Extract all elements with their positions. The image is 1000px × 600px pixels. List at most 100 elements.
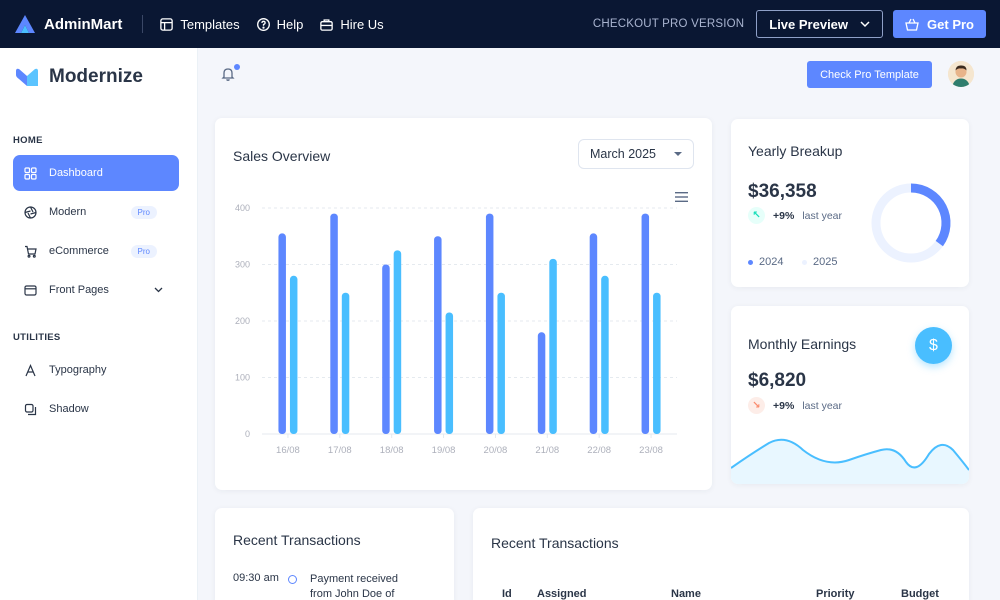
chart-bar[interactable] xyxy=(393,250,402,434)
table-header-priority: Priority xyxy=(816,588,855,600)
chart-bar[interactable] xyxy=(653,292,661,434)
arrow-up-left-icon: ↖ xyxy=(748,207,765,224)
x-tick-label: 19/08 xyxy=(432,445,456,456)
pro-badge: Pro xyxy=(130,244,157,258)
briefcase-icon xyxy=(320,18,334,31)
sidebar-item-label: Modern xyxy=(49,206,87,218)
y-tick-label: 300 xyxy=(235,260,250,270)
shopping-cart-icon xyxy=(23,244,37,258)
bell-icon[interactable] xyxy=(220,66,236,82)
table-header-budget: Budget xyxy=(901,588,939,600)
chart-bar[interactable] xyxy=(485,213,494,434)
monthly-earnings-card: Monthly Earnings $ $6,820 ↘ +9% last yea… xyxy=(731,306,969,484)
adminmart-brand-text: AdminMart xyxy=(44,15,123,33)
chart-bar[interactable] xyxy=(278,233,286,434)
chevron-down-icon xyxy=(860,20,870,27)
adminmart-logo[interactable]: AdminMart xyxy=(14,14,122,34)
chart-bar[interactable] xyxy=(445,312,454,434)
get-pro-button[interactable]: Get Pro xyxy=(893,10,986,38)
utilities-caption: UTILITIES xyxy=(13,332,61,343)
check-pro-template-button[interactable]: Check Pro Template xyxy=(807,61,932,88)
month-select[interactable]: March 2025 xyxy=(578,139,694,169)
modernize-logo[interactable]: Modernize xyxy=(14,66,143,88)
sidebar-item-shadow[interactable]: Shadow xyxy=(13,391,179,427)
basket-icon xyxy=(905,18,919,31)
sidebar-item-front-pages[interactable]: Front Pages xyxy=(13,272,179,308)
chart-bar[interactable] xyxy=(330,213,338,434)
copy-icon xyxy=(23,402,37,416)
chart-bar[interactable] xyxy=(289,275,298,434)
chart-bar[interactable] xyxy=(641,213,650,434)
recent-transactions-title: Recent Transactions xyxy=(491,535,619,551)
legend-dot xyxy=(748,259,753,265)
legend-dot xyxy=(802,259,807,265)
x-tick-label: 22/08 xyxy=(587,445,611,456)
legend-label: 2024 xyxy=(759,256,784,268)
sidebar-item-label: eCommerce xyxy=(49,245,109,257)
yearly-breakup-card: Yearly Breakup $36,358 ↖ +9% last year 2… xyxy=(731,119,969,287)
timeline-dot xyxy=(288,575,297,584)
sidebar-item-ecommerce[interactable]: eCommerce Pro xyxy=(13,233,179,269)
monthly-percent-label: last year xyxy=(802,399,842,412)
chart-bar[interactable] xyxy=(434,236,442,434)
aperture-icon xyxy=(23,205,37,219)
chart-bar[interactable] xyxy=(341,292,350,434)
table-header-name: Name xyxy=(671,588,701,600)
chart-bar[interactable] xyxy=(589,233,598,434)
avatar[interactable] xyxy=(948,61,974,87)
monthly-percent: +9% xyxy=(773,399,795,412)
table-header-id: Id xyxy=(502,588,512,600)
templates-link[interactable]: Templates xyxy=(159,17,240,32)
sidebar-item-dashboard[interactable]: Dashboard xyxy=(13,155,179,191)
sidebar-item-modern[interactable]: Modern Pro xyxy=(13,194,179,230)
sidebar: Modernize HOME Dashboard Modern Pro eCom… xyxy=(0,48,198,600)
chart-bar[interactable] xyxy=(497,292,505,434)
donut-segment xyxy=(910,183,951,247)
modernize-logo-icon xyxy=(16,68,38,86)
legend-label: 2025 xyxy=(813,256,838,268)
live-preview-button[interactable]: Live Preview xyxy=(756,10,884,38)
x-tick-label: 23/08 xyxy=(639,445,663,456)
x-tick-label: 16/08 xyxy=(276,445,300,456)
recent-transactions-timeline-card: Recent Transactions 09:30 am Payment rec… xyxy=(215,508,454,600)
monthly-earnings-title: Monthly Earnings xyxy=(748,336,857,352)
timeline-time: 09:30 am xyxy=(233,572,279,584)
divider xyxy=(142,15,144,33)
month-select-value: March 2025 xyxy=(590,147,657,161)
dashboard-icon xyxy=(23,166,37,180)
yearly-percent-label: last year xyxy=(802,209,842,222)
sidebar-item-typography[interactable]: Typography xyxy=(13,352,179,388)
monthly-percent-row: ↘ +9% last year xyxy=(748,397,842,414)
chart-bar[interactable] xyxy=(382,264,390,435)
yearly-percent-row: ↖ +9% last year xyxy=(748,207,842,224)
yearly-percent: +9% xyxy=(773,209,795,222)
earnings-sparkline xyxy=(731,438,969,484)
chart-bar[interactable] xyxy=(549,258,557,434)
top-bar: AdminMart Templates Help Hire Us CHECKOU… xyxy=(0,0,1000,48)
notification-dot xyxy=(234,64,240,70)
hamburger-menu-icon[interactable] xyxy=(675,192,688,202)
chart-bar[interactable] xyxy=(537,332,546,434)
currency-dollar-icon[interactable]: $ xyxy=(915,327,952,364)
timeline-text: Payment received from John Doe of xyxy=(310,572,430,600)
pro-badge: Pro xyxy=(130,205,157,219)
monthly-earnings-value: $6,820 xyxy=(748,370,807,391)
hire-us-link[interactable]: Hire Us xyxy=(319,16,384,32)
sidebar-item-label: Front Pages xyxy=(49,284,109,296)
x-tick-label: 18/08 xyxy=(380,445,404,456)
help-link[interactable]: Help xyxy=(256,17,303,32)
sales-overview-title: Sales Overview xyxy=(233,148,331,164)
home-caption: HOME xyxy=(13,135,43,146)
x-tick-label: 20/08 xyxy=(484,445,508,456)
y-tick-label: 0 xyxy=(245,429,250,439)
get-pro-label: Get Pro xyxy=(927,16,974,32)
timeline-text-line1: Payment received xyxy=(310,573,399,585)
recent-transactions-table-card: Recent Transactions Id Assigned Name Pri… xyxy=(473,508,969,600)
app-window-icon xyxy=(23,283,37,297)
hire-us-label: Hire Us xyxy=(340,16,384,32)
chart-bar[interactable] xyxy=(601,275,609,434)
checkout-pro-link[interactable]: CHECKOUT PRO VERSION xyxy=(592,18,745,30)
y-tick-label: 200 xyxy=(235,316,250,326)
help-circle-icon xyxy=(256,17,270,31)
x-tick-label: 17/08 xyxy=(328,445,352,456)
